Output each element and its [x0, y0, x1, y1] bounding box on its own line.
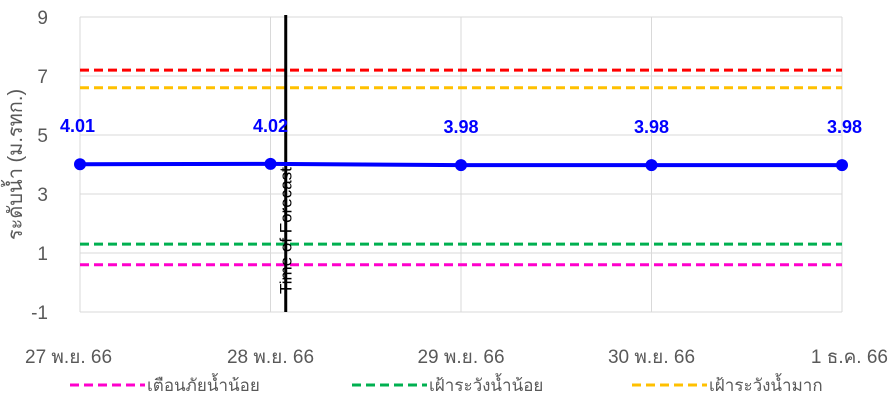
- legend-label: เฝ้าระวังน้ำน้อย: [429, 373, 543, 395]
- data-label: 4.02: [253, 116, 288, 136]
- legend-label: เตือนภัยน้ำน้อย: [147, 373, 260, 395]
- y-axis-ticks: -1 1 3 5 7 9: [31, 8, 48, 324]
- x-axis-ticks: 27 พ.ย. 66 28 พ.ย. 66 29 พ.ย. 66 30 พ.ย. 66…: [25, 347, 888, 368]
- data-label: 3.98: [634, 117, 669, 137]
- y-axis-label: ระดับน้ำ (ม.รทก.): [1, 89, 27, 240]
- data-label: 3.98: [827, 117, 862, 137]
- data-label: 3.98: [443, 117, 478, 137]
- x-tick-label: 27 พ.ย. 66: [25, 347, 112, 368]
- x-tick-label: 1 ธ.ค. 66: [811, 347, 888, 368]
- threshold-lines: [80, 68, 842, 267]
- data-point: [264, 157, 277, 170]
- legend-label: เฝ้าระวังน้ำมาก: [709, 373, 823, 395]
- x-tick-label: 29 พ.ย. 66: [417, 347, 504, 368]
- data-point: [836, 159, 848, 172]
- data-point: [645, 159, 658, 172]
- x-tick-label: 28 พ.ย. 66: [227, 347, 314, 368]
- y-tick-label: -1: [31, 303, 48, 324]
- y-tick-label: 5: [37, 126, 48, 147]
- y-tick-label: 9: [37, 8, 48, 29]
- grid: [79, 16, 843, 313]
- y-tick-label: 1: [37, 244, 48, 265]
- x-tick-label: 30 พ.ย. 66: [608, 347, 695, 368]
- y-tick-label: 7: [37, 67, 48, 88]
- y-tick-label: 3: [37, 185, 48, 206]
- data-labels: 4.01 4.02 3.98 3.98 3.98: [60, 116, 862, 137]
- time-of-forecast-label: Time of Forecast: [277, 167, 296, 294]
- data-point: [74, 158, 86, 171]
- data-label: 4.01: [60, 116, 95, 136]
- data-point: [455, 159, 467, 172]
- water-level-series: [74, 157, 848, 172]
- legend: เตือนภัยน้ำน้อย เฝ้าระวังน้ำน้อย เฝ้าระวัง…: [70, 373, 823, 395]
